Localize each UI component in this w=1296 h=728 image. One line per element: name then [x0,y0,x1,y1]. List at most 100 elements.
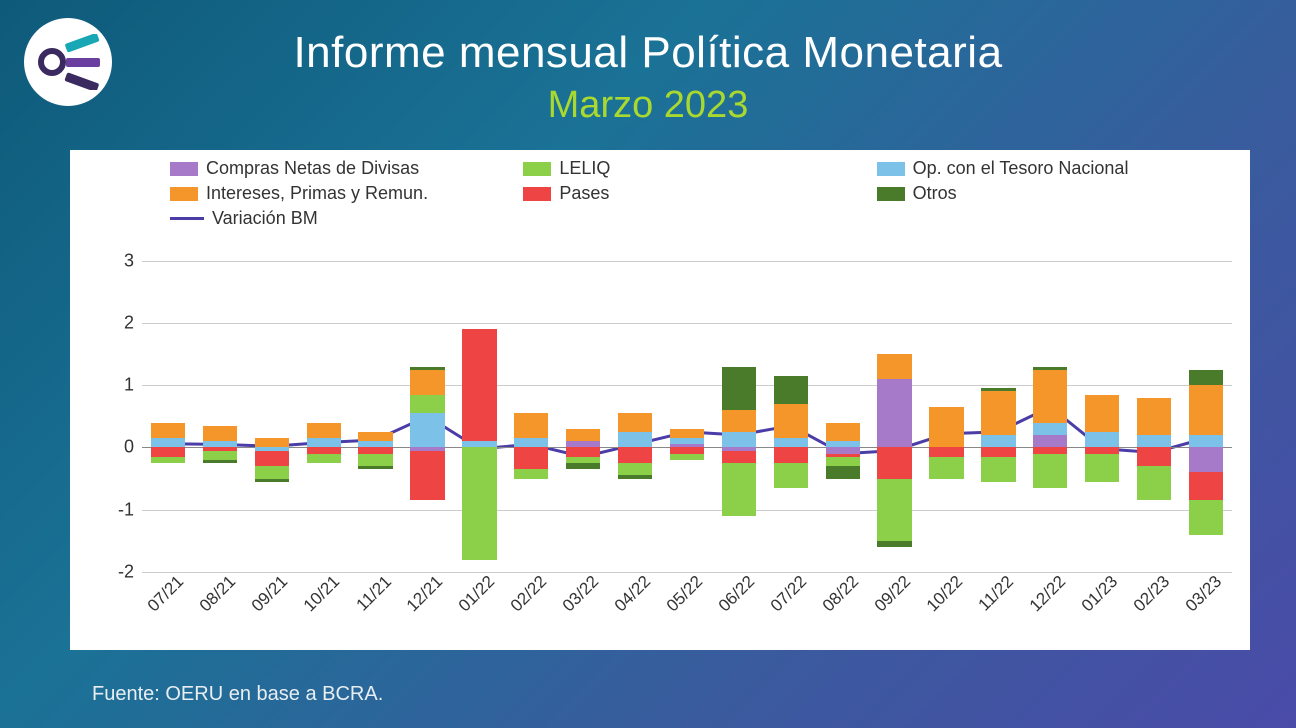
page-title: Informe mensual Política Monetaria [0,0,1296,78]
x-tick-label: 01/23 [1078,572,1122,616]
bar-seg-otros [877,541,911,547]
bar-seg-intereses [203,426,237,442]
bar-seg-pases [774,447,808,463]
bar-seg-intereses [981,391,1015,435]
bar-seg-intereses [826,423,860,442]
legend-label: Otros [913,183,957,204]
x-tick-label: 02/22 [507,572,551,616]
bar-seg-pases [722,451,756,463]
y-tick-label: 3 [98,250,134,271]
bar-slot: 11/22 [981,242,1015,572]
bar-seg-pases [151,447,185,456]
x-tick-label: 11/22 [975,572,1018,615]
bar-seg-op_tesoro [307,438,341,447]
bar-slot: 09/22 [877,242,911,572]
legend-line-swatch [170,217,204,220]
y-tick-label: -2 [98,562,134,583]
bar-seg-intereses [877,354,911,379]
bar-slot: 08/21 [203,242,237,572]
bar-seg-otros [981,388,1015,391]
bar-seg-leliq [410,395,444,414]
bar-seg-leliq [358,454,392,466]
bar-seg-pases [929,447,963,456]
bar-seg-pases [514,447,548,469]
bar-seg-compras [1189,447,1223,472]
bar-seg-op_tesoro [826,441,860,447]
bar-seg-pases [462,329,496,441]
bar-seg-intereses [1085,395,1119,432]
bar-seg-intereses [566,429,600,441]
legend-item-op_tesoro: Op. con el Tesoro Nacional [877,158,1230,179]
bar-seg-intereses [1137,398,1171,435]
bar-seg-leliq [774,463,808,488]
bar-seg-otros [566,463,600,469]
bar-seg-pases [566,447,600,456]
logo [24,18,112,106]
x-tick-label: 12/21 [403,572,447,616]
chart-plot-area: -2-1012307/2108/2109/2110/2111/2112/2101… [142,242,1232,572]
bar-seg-op_tesoro [981,435,1015,447]
bar-seg-otros [1033,367,1067,370]
x-tick-label: 11/21 [352,572,395,615]
bar-seg-otros [774,376,808,404]
bar-seg-op_tesoro [410,413,444,447]
legend-label: Compras Netas de Divisas [206,158,419,179]
x-tick-label: 02/23 [1130,572,1174,616]
bar-seg-op_tesoro [618,432,652,448]
x-tick-label: 07/21 [144,572,188,616]
bar-slot: 02/22 [514,242,548,572]
legend-swatch [523,162,551,176]
source-text: Fuente: OERU en base a BCRA. [92,683,383,706]
x-tick-label: 08/21 [196,572,240,616]
bar-seg-otros [203,460,237,463]
chart-legend: Compras Netas de DivisasLELIQOp. con el … [170,158,1230,229]
bar-seg-leliq [462,447,496,559]
x-tick-label: 03/22 [559,572,603,616]
bar-seg-otros [1189,370,1223,386]
x-tick-label: 03/23 [1182,572,1226,616]
bar-seg-pases [255,451,289,467]
bar-slot: 07/22 [774,242,808,572]
x-tick-label: 01/22 [455,572,499,616]
bar-seg-leliq [1189,500,1223,534]
legend-swatch [170,187,198,201]
legend-label: Op. con el Tesoro Nacional [913,158,1129,179]
legend-label: Intereses, Primas y Remun. [206,183,428,204]
legend-item-intereses: Intereses, Primas y Remun. [170,183,523,204]
bar-seg-op_tesoro [774,438,808,447]
bar-slot: 08/22 [826,242,860,572]
bar-seg-op_tesoro [151,438,185,447]
legend-label: Variación BM [212,208,318,229]
bar-seg-otros [722,367,756,411]
bar-seg-leliq [151,457,185,463]
grid-line [142,572,1232,573]
bar-seg-leliq [307,454,341,463]
bar-seg-leliq [1033,454,1067,488]
bar-seg-intereses [670,429,704,438]
bar-slot: 02/23 [1137,242,1171,572]
bar-slot: 04/22 [618,242,652,572]
bar-seg-pases [618,447,652,463]
x-tick-label: 10/22 [922,572,966,616]
bar-seg-compras [877,379,911,447]
y-tick-label: 2 [98,312,134,333]
bar-seg-pases [410,451,444,501]
x-tick-label: 09/21 [248,572,292,616]
bar-seg-otros [826,466,860,478]
bar-seg-leliq [1137,466,1171,500]
bar-seg-leliq [877,479,911,541]
bar-slot: 10/22 [929,242,963,572]
x-tick-label: 10/21 [299,572,343,616]
bar-slot: 10/21 [307,242,341,572]
bar-seg-leliq [670,454,704,460]
bar-seg-intereses [255,438,289,447]
legend-item-pases: Pases [523,183,876,204]
x-tick-label: 08/22 [818,572,862,616]
x-tick-label: 04/22 [611,572,655,616]
x-tick-label: 12/22 [1026,572,1070,616]
bar-seg-otros [358,466,392,469]
bar-slot: 03/23 [1189,242,1223,572]
x-tick-label: 09/22 [870,572,914,616]
bar-slot: 12/22 [1033,242,1067,572]
bar-seg-pases [877,447,911,478]
